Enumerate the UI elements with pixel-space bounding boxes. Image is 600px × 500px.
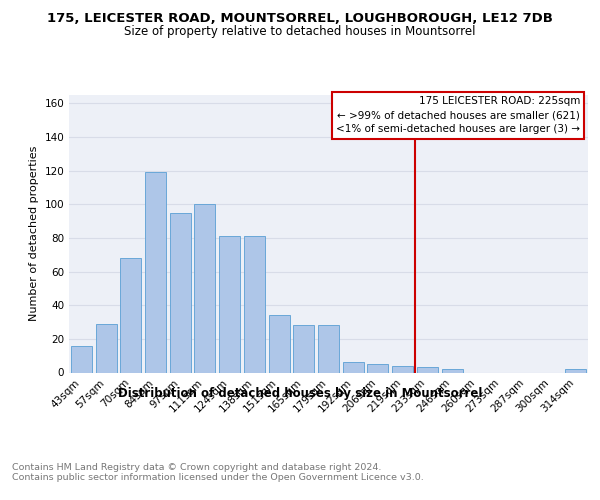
Bar bbox=[219, 236, 240, 372]
Bar bbox=[95, 324, 116, 372]
Text: Size of property relative to detached houses in Mountsorrel: Size of property relative to detached ho… bbox=[124, 25, 476, 38]
Bar bbox=[145, 172, 166, 372]
Bar bbox=[565, 369, 586, 372]
Bar bbox=[417, 368, 438, 372]
Bar bbox=[120, 258, 141, 372]
Text: 175 LEICESTER ROAD: 225sqm
← >99% of detached houses are smaller (621)
<1% of se: 175 LEICESTER ROAD: 225sqm ← >99% of det… bbox=[336, 96, 580, 134]
Text: Distribution of detached houses by size in Mountsorrel: Distribution of detached houses by size … bbox=[118, 388, 482, 400]
Bar bbox=[170, 212, 191, 372]
Bar bbox=[71, 346, 92, 372]
Bar bbox=[367, 364, 388, 372]
Bar bbox=[392, 366, 413, 372]
Bar bbox=[293, 326, 314, 372]
Bar bbox=[318, 326, 339, 372]
Bar bbox=[194, 204, 215, 372]
Bar bbox=[442, 369, 463, 372]
Y-axis label: Number of detached properties: Number of detached properties bbox=[29, 146, 39, 322]
Bar bbox=[244, 236, 265, 372]
Text: Contains HM Land Registry data © Crown copyright and database right 2024.
Contai: Contains HM Land Registry data © Crown c… bbox=[12, 462, 424, 482]
Bar bbox=[343, 362, 364, 372]
Text: 175, LEICESTER ROAD, MOUNTSORREL, LOUGHBOROUGH, LE12 7DB: 175, LEICESTER ROAD, MOUNTSORREL, LOUGHB… bbox=[47, 12, 553, 26]
Bar bbox=[269, 316, 290, 372]
